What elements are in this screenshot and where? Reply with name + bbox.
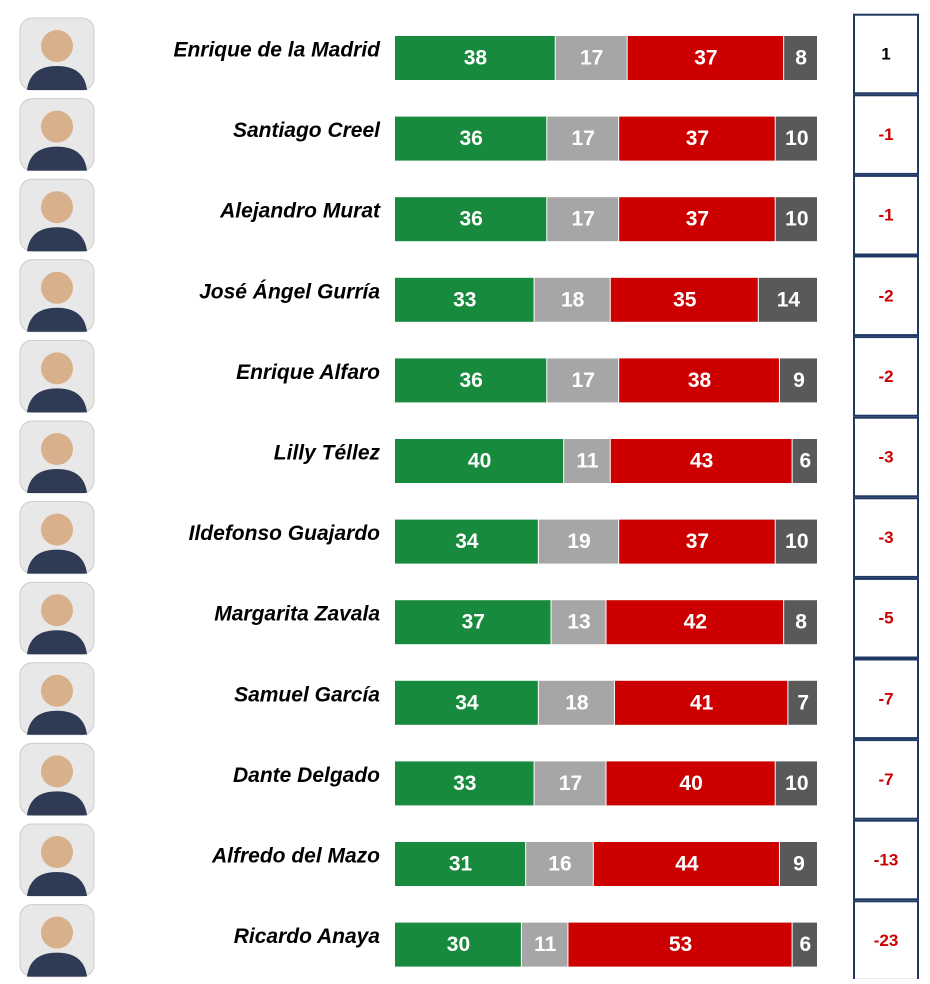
value-label: 19	[567, 530, 590, 553]
value-label: 43	[690, 450, 713, 473]
value-label: 41	[690, 691, 714, 714]
value-label: 36	[459, 127, 482, 150]
candidate-name: Alfredo del Mazo	[211, 845, 380, 868]
value-label: 18	[565, 691, 589, 714]
value-label: 8	[795, 47, 807, 70]
value-label: 17	[572, 369, 595, 392]
net-value: -1	[878, 125, 893, 144]
value-label: 38	[688, 369, 712, 392]
value-label: 33	[453, 288, 476, 311]
photo-head	[41, 433, 73, 465]
value-label: 38	[464, 47, 488, 70]
photo-head	[41, 30, 73, 62]
value-label: 40	[679, 772, 702, 795]
value-label: 53	[669, 933, 692, 956]
value-label: 16	[548, 853, 571, 876]
value-label: 37	[686, 530, 709, 553]
photo-head	[41, 675, 73, 707]
value-label: 30	[447, 933, 470, 956]
value-label: 17	[572, 208, 595, 231]
value-label: 35	[673, 288, 697, 311]
photo-head	[41, 514, 73, 546]
value-label: 42	[684, 611, 707, 634]
value-label: 33	[453, 772, 476, 795]
net-value: -23	[874, 931, 899, 950]
value-label: 14	[777, 288, 801, 311]
photo	[20, 905, 94, 977]
photo	[20, 502, 94, 574]
value-label: 11	[534, 933, 557, 956]
value-label: 10	[785, 127, 808, 150]
value-label: 17	[580, 47, 603, 70]
candidate-name: Ricardo Anaya	[234, 925, 381, 948]
photo	[20, 582, 94, 654]
net-value: -13	[874, 851, 899, 870]
value-label: 10	[785, 530, 808, 553]
candidate-name: Samuel García	[234, 683, 380, 706]
value-label: 18	[561, 288, 585, 311]
photo	[20, 663, 94, 735]
value-label: 6	[799, 933, 811, 956]
net-value: -7	[878, 770, 893, 789]
value-label: 17	[572, 127, 595, 150]
value-label: 34	[455, 530, 479, 553]
value-label: 31	[449, 853, 473, 876]
photo-head	[41, 836, 73, 868]
photo	[20, 340, 94, 412]
value-label: 37	[686, 208, 709, 231]
candidate-name: Margarita Zavala	[214, 603, 380, 626]
value-label: 9	[793, 853, 805, 876]
net-value: -5	[878, 609, 893, 628]
value-label: 11	[576, 450, 599, 473]
photo	[20, 99, 94, 171]
candidate-name: José Ángel Gurría	[199, 280, 380, 303]
photo	[20, 743, 94, 815]
net-value: -2	[878, 367, 893, 386]
candidate-name: Enrique de la Madrid	[173, 39, 381, 62]
candidate-name: Lilly Téllez	[274, 442, 381, 465]
value-label: 37	[694, 47, 717, 70]
photo-head	[41, 917, 73, 949]
photo-head	[41, 755, 73, 787]
value-label: 44	[675, 853, 699, 876]
value-label: 37	[462, 611, 485, 634]
photo	[20, 179, 94, 251]
photo-head	[41, 594, 73, 626]
value-label: 13	[567, 611, 590, 634]
photo-head	[41, 111, 73, 143]
net-value: -7	[878, 689, 893, 708]
net-value: -3	[878, 528, 893, 547]
value-label: 36	[459, 369, 482, 392]
chart: Enrique de la Madrid 38 17 37 8 1 Santiago Cre…	[0, 0, 930, 979]
value-label: 9	[793, 369, 805, 392]
photo-head	[41, 191, 73, 223]
net-value: 1	[881, 45, 890, 64]
candidate-name: Enrique Alfaro	[236, 361, 380, 384]
photo	[20, 260, 94, 332]
candidate-name: Santiago Creel	[233, 119, 381, 142]
net-value: -3	[878, 448, 893, 467]
value-label: 36	[459, 208, 482, 231]
value-label: 17	[559, 772, 582, 795]
photo	[20, 421, 94, 493]
candidate-name: Alejandro Murat	[219, 200, 381, 223]
value-label: 34	[455, 691, 479, 714]
photo-head	[41, 272, 73, 304]
value-label: 6	[799, 450, 811, 473]
value-label: 8	[795, 611, 807, 634]
candidate-name: Dante Delgado	[233, 764, 380, 787]
photo-head	[41, 352, 73, 384]
value-label: 10	[785, 772, 808, 795]
net-value: -2	[878, 286, 893, 305]
value-label: 37	[686, 127, 709, 150]
net-value: -1	[878, 206, 893, 225]
value-label: 7	[797, 691, 809, 714]
value-label: 40	[468, 450, 491, 473]
photo	[20, 824, 94, 896]
candidate-name: Ildefonso Guajardo	[189, 522, 381, 545]
photo	[20, 18, 94, 90]
value-label: 10	[785, 208, 808, 231]
